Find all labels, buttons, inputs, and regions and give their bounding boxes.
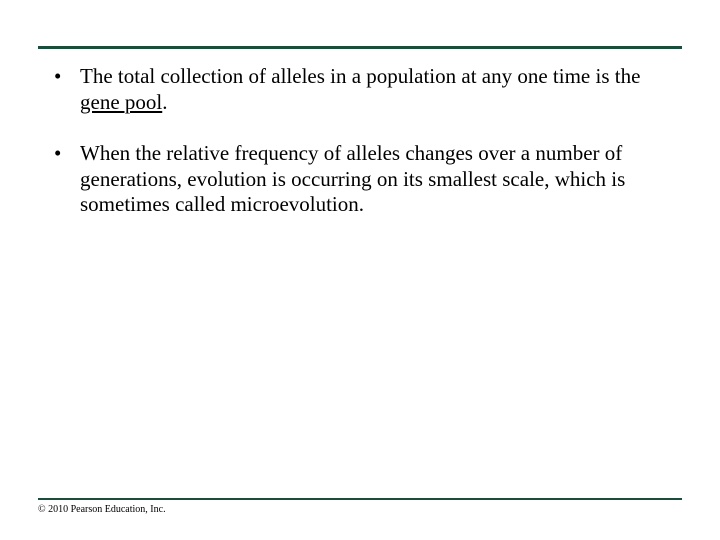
list-item: When the relative frequency of alleles c…: [54, 141, 682, 218]
content-area: The total collection of alleles in a pop…: [54, 64, 682, 244]
bullet-text-pre: The total collection of alleles in a pop…: [80, 64, 640, 88]
bullet-term: gene pool: [80, 90, 162, 114]
bullet-text-post: .: [162, 90, 167, 114]
bullet-text-pre: When the relative frequency of alleles c…: [80, 141, 625, 216]
copyright-text: © 2010 Pearson Education, Inc.: [38, 504, 166, 515]
bullet-list: The total collection of alleles in a pop…: [54, 64, 682, 218]
top-rule: [38, 46, 682, 49]
slide: The total collection of alleles in a pop…: [0, 0, 720, 540]
bottom-rule: [38, 498, 682, 500]
list-item: The total collection of alleles in a pop…: [54, 64, 682, 115]
